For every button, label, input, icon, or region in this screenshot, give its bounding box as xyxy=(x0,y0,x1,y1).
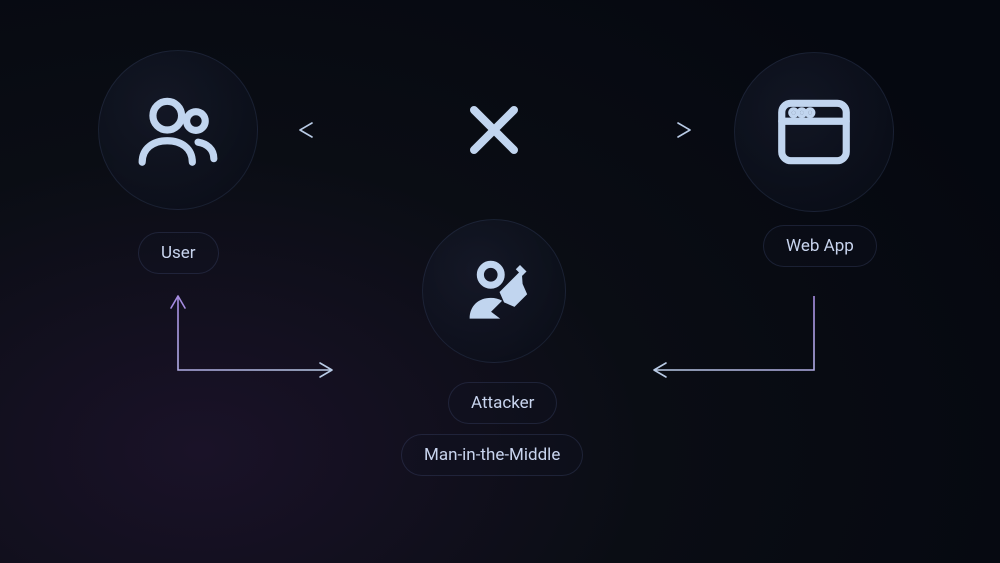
edge-block-to-user xyxy=(300,123,438,137)
blocked-x-icon xyxy=(474,110,514,150)
edge-attacker-to-webapp xyxy=(654,296,814,377)
edges-layer xyxy=(0,0,1000,563)
edge-attacker-to-user xyxy=(171,296,332,377)
edge-block-to-webapp xyxy=(552,123,690,137)
